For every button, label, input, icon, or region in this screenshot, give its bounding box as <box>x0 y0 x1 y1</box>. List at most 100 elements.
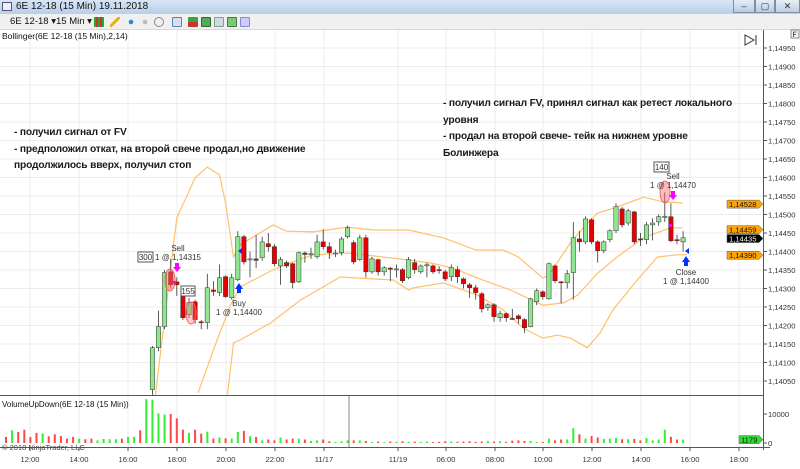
candle-body <box>589 219 595 243</box>
candle <box>491 303 497 322</box>
candle-body <box>308 253 314 255</box>
marker-icon[interactable] <box>126 17 136 27</box>
data-box-icon[interactable] <box>214 17 224 27</box>
volume-indicator-label: VolumeUpDown(6E 12-18 (15 Min)) <box>2 400 129 409</box>
time-tick-label: 06:00 <box>436 455 455 464</box>
bollinger-lower-band <box>226 254 687 395</box>
volume-bar <box>47 436 50 443</box>
volume-bar <box>188 432 190 443</box>
candle <box>442 270 448 282</box>
zoom-icon[interactable] <box>154 17 164 27</box>
candle-body <box>576 238 582 243</box>
candle <box>528 297 534 328</box>
candle-body <box>674 239 680 241</box>
time-tick-label: 18:00 <box>729 455 748 464</box>
time-tick-label: 10:00 <box>533 455 552 464</box>
price-tick-label: 1,14400 <box>768 248 795 257</box>
instrument-selector[interactable]: 6E 12-18 ▾ <box>10 16 56 27</box>
qty-box-label: 155 <box>181 287 195 296</box>
time-tick-label: 16:00 <box>118 455 137 464</box>
candle <box>576 231 582 252</box>
volume-bar <box>41 433 44 443</box>
price-tick-label: 1,14150 <box>768 340 795 349</box>
exit-highlight-ellipse <box>185 301 197 325</box>
volume-bar <box>90 438 93 443</box>
volume-bar <box>425 441 428 443</box>
drawing-tool-icon[interactable] <box>110 17 120 27</box>
strategy-icon[interactable] <box>188 17 198 27</box>
annotation-line: - получил сигнал от FV <box>14 127 127 138</box>
candle <box>375 258 381 276</box>
interval-selector[interactable]: 15 Min ▾ <box>56 16 92 27</box>
candle <box>650 218 656 241</box>
candle-body <box>601 241 607 252</box>
candle-body <box>515 315 521 320</box>
candle-body <box>570 237 576 273</box>
template-icon[interactable] <box>240 17 250 27</box>
price-tick-label: 1,14250 <box>768 303 795 312</box>
volume-bar <box>11 430 14 443</box>
candle-body <box>528 298 534 327</box>
volume-bar <box>486 440 489 443</box>
float-toggle-button[interactable] <box>790 29 800 39</box>
candle <box>369 257 375 274</box>
candle-body <box>351 242 357 263</box>
volume-bars <box>5 399 685 443</box>
candle-body <box>412 262 418 270</box>
candle <box>656 214 662 226</box>
time-tick-label: 11/19 <box>389 455 407 464</box>
candle <box>265 233 271 252</box>
candle <box>674 234 680 245</box>
candle-body <box>479 293 485 310</box>
candle-body <box>381 267 387 273</box>
annotation-line: - получил сигнал FV, принял сигнал как р… <box>443 98 733 109</box>
indicator-icon[interactable] <box>201 17 211 27</box>
candle-body <box>650 222 656 226</box>
volume-bar <box>541 441 544 443</box>
candle-body <box>223 276 229 297</box>
candle <box>589 218 595 245</box>
candle <box>540 290 546 300</box>
volume-bar <box>535 441 538 443</box>
volume-bar <box>72 436 75 443</box>
properties-icon[interactable] <box>172 17 182 27</box>
volume-tick-label: 0 <box>768 439 772 448</box>
buy-label: Buy <box>232 299 246 308</box>
volume-bar <box>505 441 508 443</box>
candle <box>406 257 412 280</box>
dollar-icon[interactable] <box>227 17 237 27</box>
candle <box>290 262 296 289</box>
volume-bar <box>84 439 87 443</box>
volume-bar <box>169 414 172 443</box>
price-marker-label: 1,14435 <box>729 234 756 243</box>
candle-body <box>253 258 259 261</box>
sell-arrow-icon <box>173 263 181 272</box>
volume-bar <box>407 441 410 443</box>
candle-body <box>198 321 204 324</box>
candle <box>583 216 588 245</box>
candle-body <box>332 252 338 255</box>
candle-body <box>467 284 473 289</box>
candle-body <box>631 211 637 243</box>
close-arrow-icon <box>682 256 690 266</box>
scroll-to-end-icon[interactable] <box>744 34 757 46</box>
volume-bar <box>383 442 386 443</box>
price-tick-label: 1,14500 <box>768 211 795 220</box>
maximize-button[interactable]: ▢ <box>755 0 775 13</box>
candle-body <box>509 318 515 320</box>
bar-type-icon[interactable] <box>94 17 104 27</box>
candle <box>204 273 210 330</box>
minimize-button[interactable]: – <box>733 0 755 13</box>
candle-body <box>302 252 308 255</box>
candle-body <box>619 208 625 226</box>
volume-bar <box>419 441 422 443</box>
price-marker-label: 1,14459 <box>729 225 756 234</box>
candle-body <box>326 246 332 253</box>
candle-body <box>406 259 412 279</box>
candle-body <box>162 272 168 327</box>
candle <box>662 192 668 222</box>
volume-bar <box>389 441 392 443</box>
candle <box>595 240 601 263</box>
